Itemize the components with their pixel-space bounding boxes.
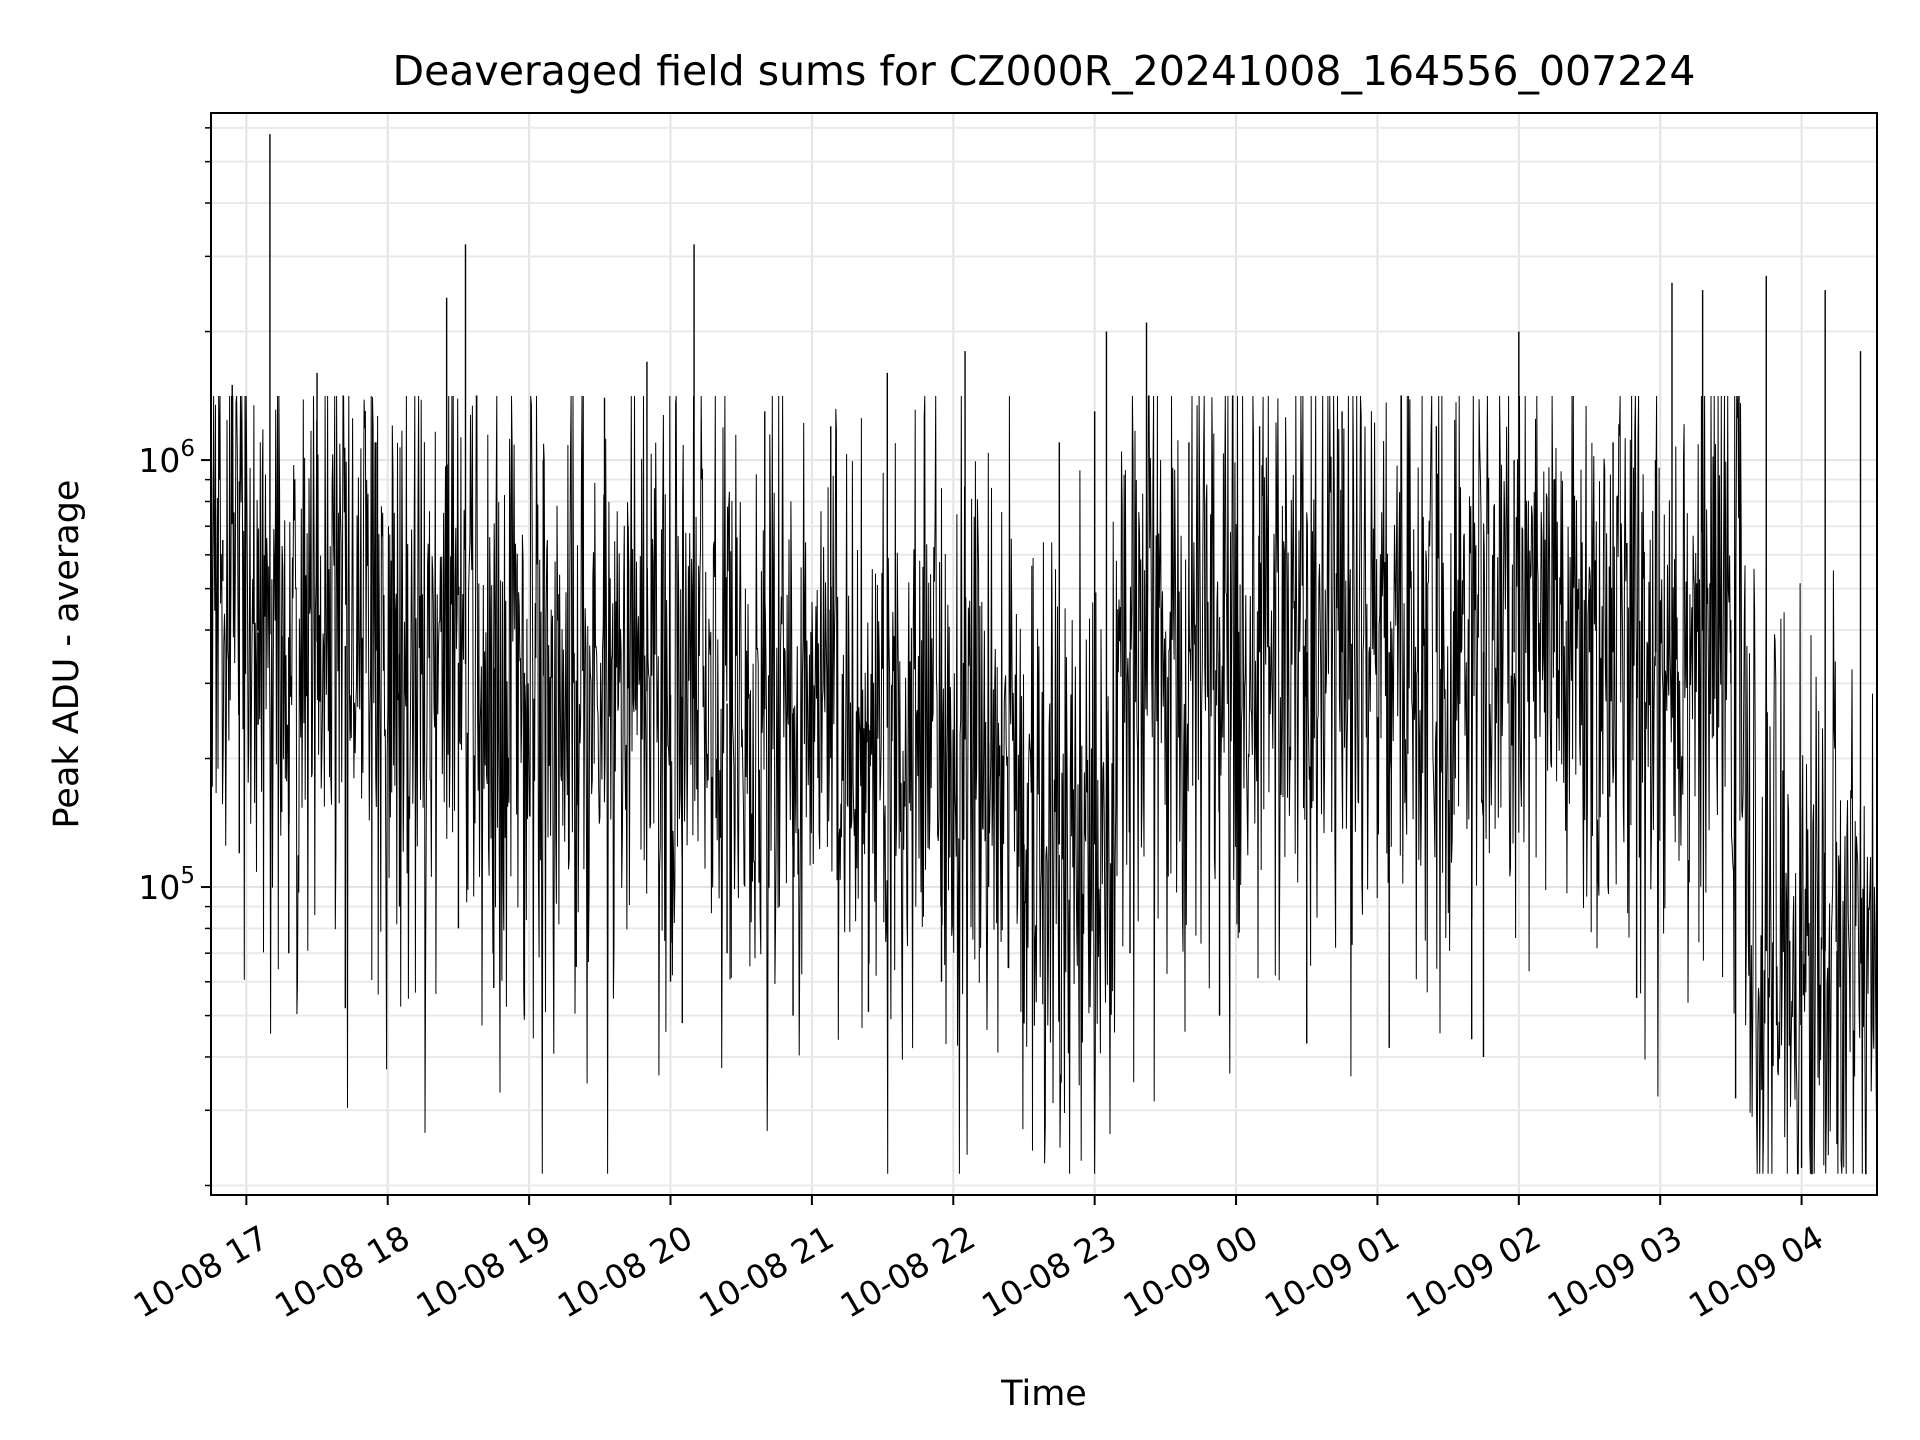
y-tick-label: 105 [138,863,195,907]
y-axis-label: Peak ADU - average [47,480,87,829]
plot-frame [210,112,1878,1196]
y-tick-label: 106 [138,436,195,480]
noise-line [210,395,1878,1175]
x-axis-label: Time [1000,1374,1087,1414]
data-area [210,134,1878,1175]
chart-title: Deaveraged field sums for CZ000R_2024100… [393,47,1696,95]
